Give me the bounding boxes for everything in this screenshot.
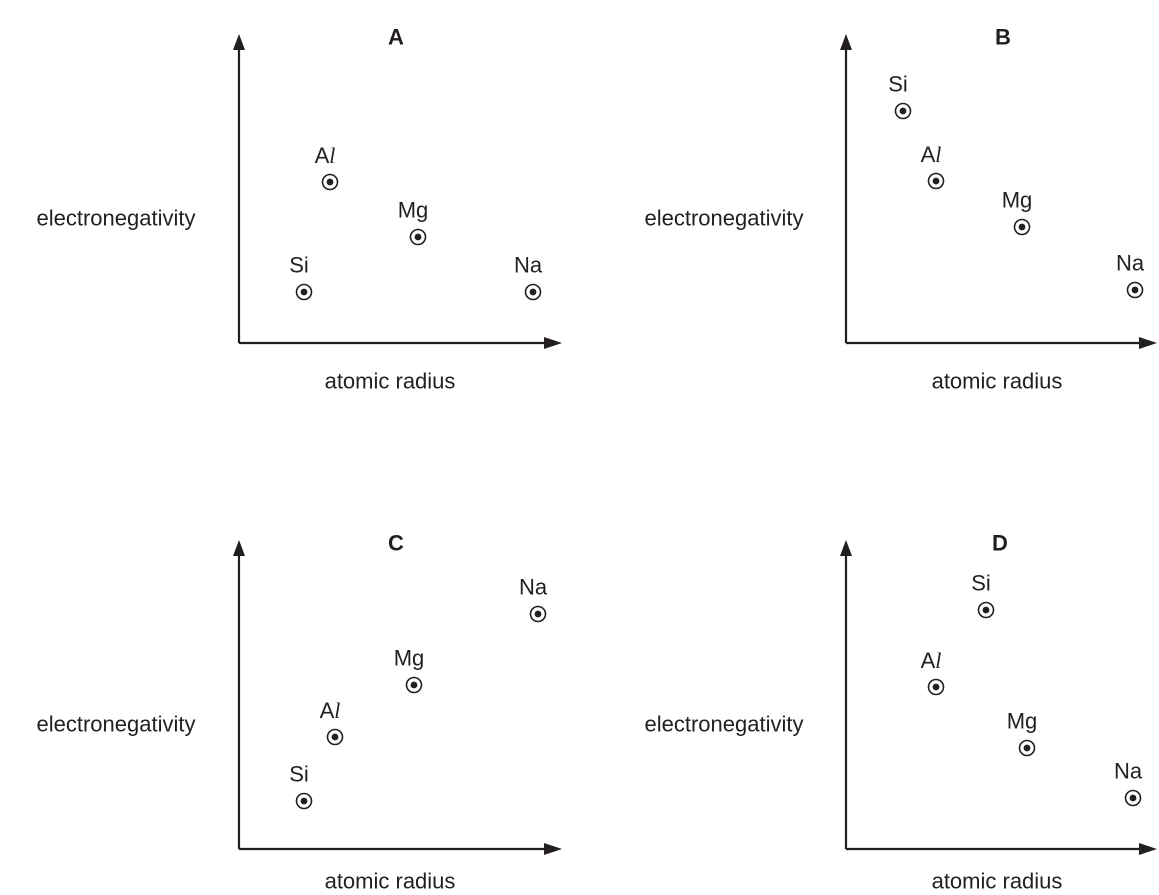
point-si-a: Si xyxy=(289,253,313,301)
point-si-d: Si xyxy=(971,571,995,619)
point-mg-a: Mg xyxy=(398,198,429,246)
point-label-si-d: Si xyxy=(971,571,991,596)
point-na-d: Na xyxy=(1114,759,1143,807)
point-na-a: Na xyxy=(514,253,543,301)
y-axis-arrow-c xyxy=(233,540,245,556)
point-al-b: Al xyxy=(921,142,945,190)
point-label-na-b: Na xyxy=(1116,251,1145,276)
point-marker-dot-si-b xyxy=(899,107,907,115)
x-axis-label-c: atomic radius xyxy=(325,869,456,894)
point-mg-b: Mg xyxy=(1002,188,1033,236)
point-al-a: Al xyxy=(315,143,339,191)
point-marker-dot-al-a xyxy=(326,178,334,186)
point-marker-dot-mg-c xyxy=(410,681,418,689)
point-label-mg-d: Mg xyxy=(1007,709,1038,734)
point-marker-dot-al-d xyxy=(932,683,940,691)
point-marker-dot-mg-b xyxy=(1018,223,1026,231)
y-axis-arrow-d xyxy=(840,540,852,556)
panel-title-c: C xyxy=(388,531,404,556)
point-marker-dot-si-d xyxy=(982,606,990,614)
point-marker-dot-na-a xyxy=(529,288,537,296)
y-axis-label-c: electronegativity xyxy=(37,712,196,737)
point-label-al-d: Al xyxy=(921,648,942,673)
point-marker-dot-mg-a xyxy=(414,233,422,241)
point-marker-dot-na-d xyxy=(1129,794,1137,802)
point-label-al-a: Al xyxy=(315,143,336,168)
point-al-d: Al xyxy=(921,648,945,696)
point-label-mg-b: Mg xyxy=(1002,188,1033,213)
point-marker-dot-al-b xyxy=(932,177,940,185)
x-axis-arrow-c xyxy=(544,843,562,855)
point-label-na-c: Na xyxy=(519,575,548,600)
x-axis-arrow-d xyxy=(1139,843,1157,855)
point-si-c: Si xyxy=(289,762,313,810)
point-mg-d: Mg xyxy=(1007,709,1038,757)
point-label-si-a: Si xyxy=(289,253,309,278)
panel-title-a: A xyxy=(388,25,404,50)
point-mg-c: Mg xyxy=(394,646,425,694)
y-axis-arrow-b xyxy=(840,34,852,50)
point-na-c: Na xyxy=(519,575,548,623)
point-marker-dot-al-c xyxy=(331,733,339,741)
point-label-mg-c: Mg xyxy=(394,646,425,671)
point-label-si-c: Si xyxy=(289,762,309,787)
point-label-mg-a: Mg xyxy=(398,198,429,223)
y-axis-label-a: electronegativity xyxy=(37,206,196,231)
point-label-na-a: Na xyxy=(514,253,543,278)
point-marker-dot-si-a xyxy=(300,288,308,296)
x-axis-arrow-a xyxy=(544,337,562,349)
point-na-b: Na xyxy=(1116,251,1145,299)
x-axis-arrow-b xyxy=(1139,337,1157,349)
point-si-b: Si xyxy=(888,72,912,120)
y-axis-arrow-a xyxy=(233,34,245,50)
point-marker-dot-na-b xyxy=(1131,286,1139,294)
point-al-c: Al xyxy=(320,698,344,746)
panel-title-d: D xyxy=(992,531,1008,556)
y-axis-label-d: electronegativity xyxy=(645,712,804,737)
point-label-na-d: Na xyxy=(1114,759,1143,784)
point-marker-dot-si-c xyxy=(300,797,308,805)
point-label-al-c: Al xyxy=(320,698,341,723)
point-marker-dot-na-c xyxy=(534,610,542,618)
y-axis-label-b: electronegativity xyxy=(645,206,804,231)
x-axis-label-a: atomic radius xyxy=(325,369,456,394)
point-label-al-b: Al xyxy=(921,142,942,167)
panel-title-b: B xyxy=(995,25,1011,50)
x-axis-label-b: atomic radius xyxy=(932,369,1063,394)
point-label-si-b: Si xyxy=(888,72,908,97)
point-marker-dot-mg-d xyxy=(1023,744,1031,752)
x-axis-label-d: atomic radius xyxy=(932,869,1063,894)
